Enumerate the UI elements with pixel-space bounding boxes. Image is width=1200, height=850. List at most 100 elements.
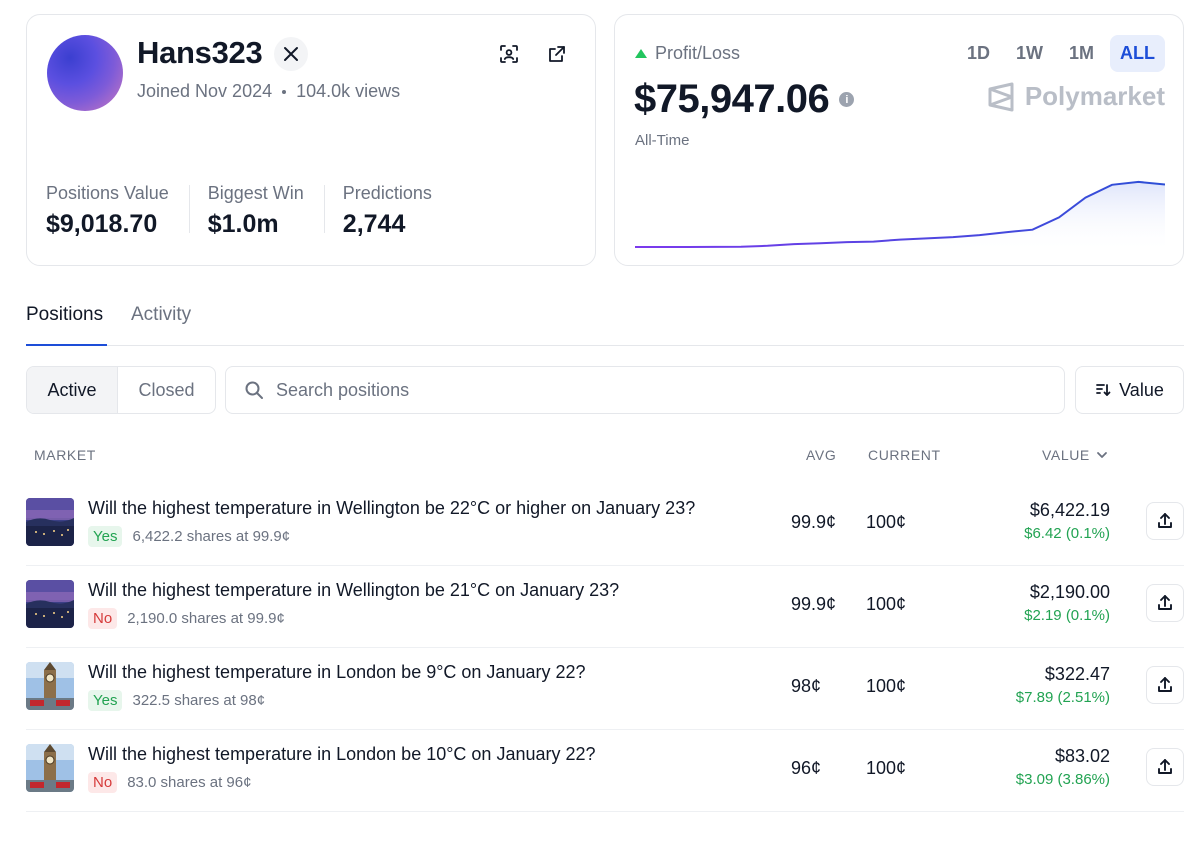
column-header-current: CURRENT	[868, 447, 941, 463]
shares-info: 2,190.0 shares at 99.9¢	[127, 610, 285, 627]
range-all[interactable]: ALL	[1110, 35, 1165, 72]
column-header-avg: AVG	[806, 447, 837, 463]
profit-loss-chart	[635, 180, 1165, 253]
stat-label: Positions Value	[46, 183, 169, 203]
current-price: 100¢	[866, 512, 907, 532]
info-icon[interactable]: i	[839, 92, 855, 107]
share-icon	[1158, 513, 1172, 528]
london-photo	[26, 662, 74, 710]
period-label: All-Time	[635, 132, 690, 149]
market-thumbnail[interactable]	[26, 498, 74, 546]
share-button[interactable]	[1146, 748, 1184, 786]
value-change: $3.09 (3.86%)	[1015, 771, 1110, 788]
table-row[interactable]: Will the highest temperature in London b…	[26, 730, 1184, 812]
stat-biggest-win: Biggest Win $1.0m	[207, 183, 325, 238]
stat-positions-value: Positions Value $9,018.70	[46, 183, 190, 238]
table-row[interactable]: Will the highest temperature in Wellingt…	[26, 484, 1184, 566]
column-header-value[interactable]: VALUE	[1042, 447, 1108, 463]
table-row[interactable]: Will the highest temperature in London b…	[26, 648, 1184, 730]
profile-tabs: Positions Activity	[26, 300, 1184, 346]
shares-info: 322.5 shares at 98¢	[132, 692, 266, 709]
sort-label: Value	[1119, 379, 1164, 400]
chevron-down-icon	[1096, 452, 1107, 458]
avg-price: 96¢	[791, 758, 822, 778]
trend-up-icon	[635, 49, 647, 58]
london-photo	[26, 744, 74, 792]
market-thumbnail[interactable]	[26, 662, 74, 710]
profit-loss-card: Profit/Loss $75,947.06 i All-Time 1D 1W …	[614, 14, 1184, 266]
position-summary: Yes 322.5 shares at 98¢	[88, 690, 265, 711]
market-thumbnail[interactable]	[26, 580, 74, 628]
market-question[interactable]: Will the highest temperature in London b…	[88, 744, 596, 764]
share-icon	[1158, 759, 1172, 774]
chart-series-line	[635, 180, 1165, 248]
position-value: $6,422.19 $6.42 (0.1%)	[1024, 500, 1110, 542]
stat-value: $9,018.70	[46, 210, 158, 238]
profit-loss-title: Profit/Loss	[655, 43, 741, 63]
market-question[interactable]: Will the highest temperature in Wellingt…	[88, 498, 696, 518]
position-summary: No 83.0 shares at 96¢	[88, 772, 251, 793]
value-change: $7.89 (2.51%)	[1015, 689, 1110, 706]
range-1m[interactable]: 1M	[1068, 43, 1094, 63]
position-summary: Yes 6,422.2 shares at 99.9¢	[88, 526, 290, 547]
range-1w[interactable]: 1W	[1015, 43, 1043, 63]
value-amount: $6,422.19	[1029, 500, 1110, 520]
scan-icon	[500, 45, 518, 63]
filter-active-button[interactable]: Active	[27, 367, 118, 413]
table-row[interactable]: Will the highest temperature in Wellingt…	[26, 566, 1184, 648]
avatar[interactable]	[47, 35, 123, 111]
shares-info: 6,422.2 shares at 99.9¢	[132, 528, 291, 545]
active-tab-indicator	[26, 344, 107, 346]
market-thumbnail[interactable]	[26, 744, 74, 792]
outcome-badge: No	[88, 772, 118, 793]
open-external-button[interactable]	[542, 39, 572, 69]
column-header-market: MARKET	[34, 447, 96, 463]
username: Hans323	[137, 35, 263, 70]
scan-profile-button[interactable]	[494, 39, 524, 69]
sort-button[interactable]: Value	[1075, 366, 1184, 414]
sort-icon	[1096, 384, 1111, 396]
market-question[interactable]: Will the highest temperature in Wellingt…	[88, 580, 620, 600]
outcome-badge: Yes	[88, 690, 123, 711]
tab-activity[interactable]: Activity	[131, 304, 192, 325]
tab-positions[interactable]: Positions	[26, 304, 104, 325]
separator-dot	[282, 89, 287, 94]
search-input[interactable]	[276, 379, 1036, 401]
profit-loss-label: Profit/Loss	[635, 43, 740, 64]
wellington-photo	[26, 580, 74, 628]
polymarket-logo-icon	[988, 82, 1014, 111]
stat-label: Biggest Win	[207, 183, 304, 203]
stat-value: 2,744	[342, 210, 406, 238]
brand-name: Polymarket	[1024, 81, 1165, 111]
profile-card: Hans323 Joined Nov 2024 104.0k views Pos…	[26, 14, 596, 266]
profile-meta: Joined Nov 2024 104.0k views	[137, 81, 400, 102]
share-button[interactable]	[1146, 584, 1184, 622]
value-amount: $83.02	[1054, 746, 1110, 766]
position-summary: No 2,190.0 shares at 99.9¢	[88, 608, 285, 629]
avg-price: 99.9¢	[791, 512, 837, 532]
profile-stats: Positions Value $9,018.70 Biggest Win $1…	[46, 183, 470, 238]
share-icon	[1158, 595, 1172, 610]
x-social-link[interactable]	[274, 37, 308, 71]
filter-closed-button[interactable]: Closed	[138, 379, 195, 400]
current-price: 100¢	[866, 594, 907, 614]
share-icon	[1158, 677, 1172, 692]
x-logo-icon	[284, 47, 298, 61]
value-amount: $322.47	[1044, 664, 1110, 684]
share-button[interactable]	[1146, 502, 1184, 540]
profit-loss-value: $75,947.06 i	[634, 77, 855, 122]
outcome-badge: No	[88, 608, 118, 629]
value-change: $2.19 (0.1%)	[1024, 607, 1110, 624]
stat-predictions: Predictions 2,744	[343, 183, 452, 238]
share-button[interactable]	[1146, 666, 1184, 704]
market-question[interactable]: Will the highest temperature in London b…	[88, 662, 586, 682]
joined-date: Joined Nov 2024	[137, 81, 273, 101]
value-change: $6.42 (0.1%)	[1024, 525, 1110, 542]
time-range-selector: 1D 1W 1M ALL	[957, 35, 1165, 72]
wellington-photo	[26, 498, 74, 546]
polymarket-brand: Polymarket	[987, 81, 1165, 112]
shares-info: 83.0 shares at 96¢	[127, 774, 252, 791]
avg-price: 98¢	[791, 676, 822, 696]
status-filter: Active Closed	[26, 366, 216, 414]
range-1d[interactable]: 1D	[966, 43, 990, 63]
